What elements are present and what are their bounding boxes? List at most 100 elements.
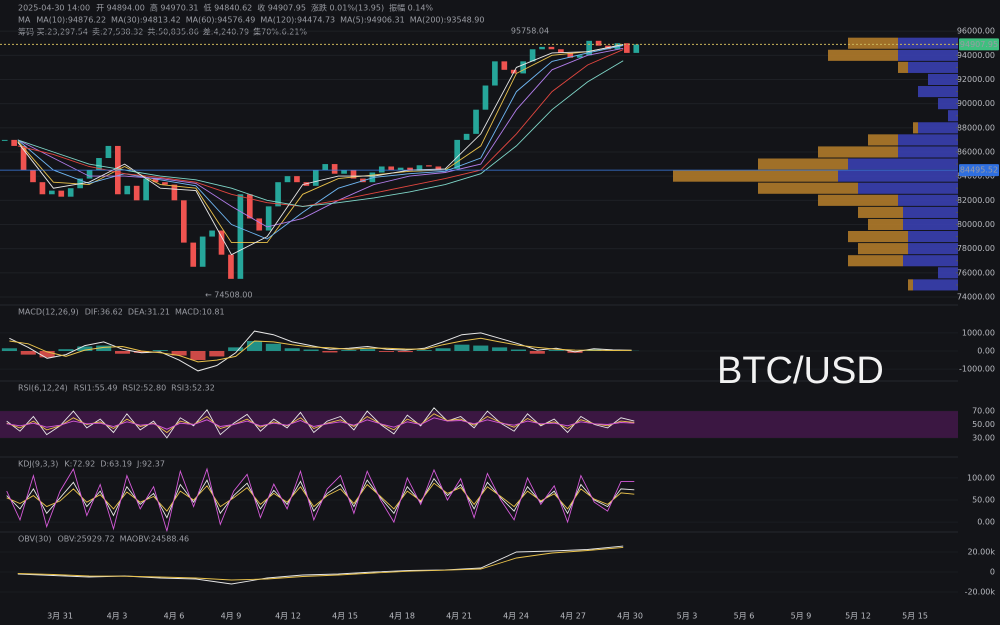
profile-buy xyxy=(898,61,908,73)
x-tick-label: 4月 30 xyxy=(617,612,643,621)
series-line xyxy=(6,482,635,512)
y-tick-label: -20.00k xyxy=(965,588,996,597)
macd-bar xyxy=(133,351,149,353)
series-line xyxy=(6,417,635,430)
macd-bar xyxy=(190,351,206,361)
profile-sell xyxy=(903,218,958,231)
macd-bar xyxy=(510,349,526,351)
macd-bar xyxy=(1,348,17,351)
header-ohlc: 低 94840.62 xyxy=(204,3,253,13)
series-line xyxy=(17,45,624,240)
y-tick-label: 50.00 xyxy=(972,496,995,505)
y-tick-label: 1000.00 xyxy=(962,328,995,337)
candle xyxy=(548,46,555,50)
legend-entry: MA(30):94813.42 xyxy=(111,16,181,25)
profile-buy xyxy=(858,243,908,255)
macd-bar xyxy=(228,347,244,351)
macd-bar xyxy=(115,351,131,354)
candle xyxy=(58,190,65,197)
legend-entry: MA(10):94876.22 xyxy=(36,16,106,25)
chip-stat: 共:50,835.86 xyxy=(147,28,198,37)
candle xyxy=(624,43,630,53)
candle xyxy=(152,178,159,183)
macd-bar xyxy=(77,346,93,351)
macd-bar xyxy=(529,351,545,354)
candle xyxy=(473,109,479,134)
x-tick-label: 4月 21 xyxy=(446,612,472,621)
legend-entry: MAOBV:24588.46 xyxy=(120,535,189,544)
legend-entry: MA(60):94576.49 xyxy=(186,16,256,25)
profile-buy xyxy=(848,255,903,267)
candle xyxy=(331,164,338,174)
macd-bar xyxy=(341,350,357,351)
candle xyxy=(501,61,508,70)
x-tick-label: 3月 31 xyxy=(47,612,73,621)
x-tick-label: 4月 3 xyxy=(107,612,128,621)
candle xyxy=(539,46,545,50)
profile-sell xyxy=(903,255,958,267)
candle xyxy=(558,49,564,53)
candle xyxy=(246,194,253,219)
candle xyxy=(444,168,451,171)
header-ohlc: 高 94970.31 xyxy=(150,3,199,13)
header-datetime: 2025-04-30 14:00 xyxy=(18,4,90,13)
watermark: BTC/USD xyxy=(717,350,884,392)
profile-buy xyxy=(868,218,903,231)
y-tick-label: 0.00 xyxy=(977,518,995,527)
profile-buy xyxy=(828,49,898,61)
y-tick-label: 92000.00 xyxy=(957,75,995,84)
candle xyxy=(576,55,583,58)
candle xyxy=(275,182,281,207)
macd-bar xyxy=(39,351,55,358)
series-line xyxy=(6,407,635,439)
candle xyxy=(388,166,395,171)
profile-sell xyxy=(913,279,958,291)
candle xyxy=(265,206,272,231)
profile-sell xyxy=(898,134,958,146)
candle xyxy=(30,170,36,183)
candle xyxy=(143,178,149,201)
y-tick-label: -1000.00 xyxy=(959,365,995,374)
series-line xyxy=(6,413,635,434)
macd-bar xyxy=(435,348,451,351)
macd-bar xyxy=(454,344,470,351)
candle xyxy=(1,139,8,141)
header-ohlc: 开 94894.00 xyxy=(96,4,145,13)
panel-title: MACD(12,26,9) xyxy=(18,308,79,317)
candle xyxy=(96,158,102,171)
y-tick-label: 80000.00 xyxy=(957,220,995,229)
last-price-box xyxy=(959,38,999,51)
y-tick-label: 76000.00 xyxy=(957,268,995,277)
profile-buy xyxy=(868,134,898,146)
y-tick-label: 74000.00 xyxy=(957,292,995,301)
high-label: 95758.04 xyxy=(511,27,549,36)
macd-bar xyxy=(473,345,489,351)
low-label: ← 74508.00 xyxy=(205,290,252,299)
profile-sell xyxy=(938,267,958,279)
candle xyxy=(567,52,574,58)
y-tick-label: 96000.00 xyxy=(957,27,995,36)
candle xyxy=(416,165,423,172)
legend-entry: DIF:36.62 xyxy=(85,308,123,317)
candle xyxy=(11,139,17,146)
candle xyxy=(237,194,244,279)
macd-bar xyxy=(152,350,168,351)
profile-sell xyxy=(838,170,958,182)
last-price-label: 94907.95 xyxy=(960,40,998,49)
x-tick-label: 5月 15 xyxy=(902,612,928,621)
candle xyxy=(378,166,385,173)
series-line xyxy=(17,43,624,256)
y-tick-label: 82000.00 xyxy=(957,196,995,205)
candle xyxy=(162,182,168,185)
candle xyxy=(105,145,112,159)
candle xyxy=(633,44,640,53)
legend-entry: MA(120):94474.73 xyxy=(260,16,335,25)
candle xyxy=(463,133,470,140)
candle xyxy=(256,218,263,231)
candle xyxy=(49,190,55,195)
profile-sell xyxy=(908,61,958,73)
profile-buy xyxy=(848,231,908,243)
poc-box xyxy=(959,164,999,177)
profile-buy xyxy=(758,182,858,194)
